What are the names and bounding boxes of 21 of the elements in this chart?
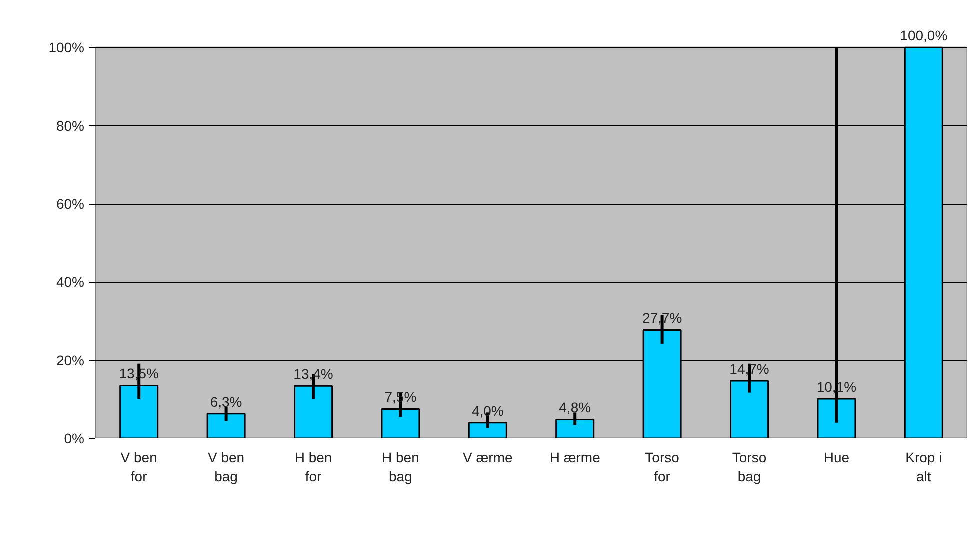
x-tick-label: H ben for: [294, 450, 332, 485]
x-tick-label: V ben bag: [208, 450, 245, 485]
x-tick-label: V ærme: [463, 450, 514, 466]
y-tick-label: 80%: [56, 118, 85, 134]
data-label: 4,8%: [559, 400, 592, 416]
data-label: 100,0%: [900, 28, 948, 44]
y-tick-label: 40%: [56, 274, 85, 290]
y-tick-label: 20%: [56, 352, 85, 368]
x-tick-label: Krop i alt: [906, 450, 942, 485]
data-label: 6,3%: [210, 394, 242, 410]
x-tick-label: H ærme: [550, 450, 601, 466]
x-tick-label: Torso for: [645, 450, 680, 485]
x-tick-label: Torso bag: [732, 450, 767, 485]
x-tick-label: H ben bag: [382, 450, 420, 485]
y-tick-label: 60%: [56, 196, 85, 212]
data-label: 4,0%: [472, 402, 504, 419]
data-label: 13,4%: [294, 366, 334, 382]
x-tick-label: Hue: [824, 450, 850, 466]
y-tick-label: 0%: [64, 430, 84, 446]
y-tick-label: 100%: [48, 40, 85, 56]
x-tick-label: V ben for: [120, 450, 158, 485]
